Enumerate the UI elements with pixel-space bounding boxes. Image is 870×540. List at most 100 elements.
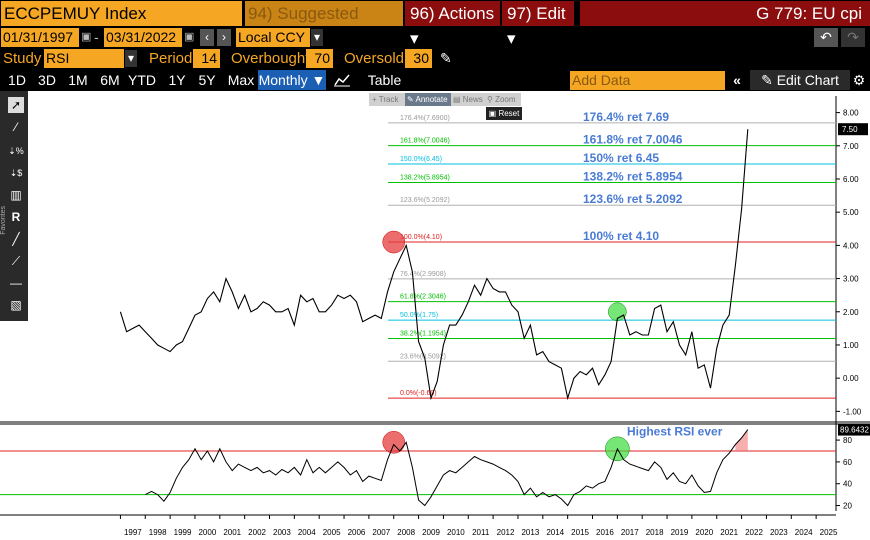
calendar-icon[interactable]: ▣	[81, 31, 92, 43]
range-tab-6m[interactable]: 6M	[100, 72, 120, 88]
period-label: Period	[149, 50, 193, 67]
x-tick-label: 2001	[223, 528, 241, 537]
news-label: News	[462, 95, 483, 104]
y-tick-label: 0.00	[843, 374, 859, 383]
ray-icon[interactable]: ⟋	[11, 254, 21, 268]
range-tab-1y[interactable]: 1Y	[168, 72, 186, 88]
y-tick-label: 7.00	[843, 142, 859, 151]
collapse-icon[interactable]: «	[733, 72, 741, 88]
news-button[interactable]: ▤ News	[453, 95, 483, 104]
y-tick-label: 5.00	[843, 208, 859, 217]
y-tick-label: 2.00	[843, 308, 859, 317]
y-tick-label: 8.00	[843, 109, 859, 118]
date-to-field[interactable]: 03/31/2022	[104, 28, 182, 47]
rsi-y-tick-label: 80	[843, 436, 852, 445]
x-tick-label: 1999	[174, 528, 192, 537]
fib-level-label: 123.6%(5.2092)	[400, 197, 450, 204]
x-tick-label: 2006	[348, 528, 366, 537]
annotate-button[interactable]: ✎ Annotate	[405, 93, 451, 106]
rsi-y-tick-label: 40	[843, 480, 852, 489]
last-value-label: 7.50	[842, 125, 858, 134]
gear-icon[interactable]: ⚙	[852, 72, 866, 88]
horizontal-line-icon[interactable]: —	[10, 276, 22, 290]
study-field[interactable]: RSI	[44, 49, 124, 68]
date-from-field[interactable]: 01/31/1997	[1, 28, 79, 47]
retracement-annotation: 150% ret 6.45	[583, 151, 659, 165]
x-tick-label: 2008	[397, 528, 415, 537]
redo-icon[interactable]: ↷	[841, 28, 865, 47]
chart-svg: 176.4%(7.6900) 161.8%(7.0046) 150.0%(6.45)…	[0, 96, 870, 537]
draw-line-icon[interactable]: ⁄	[14, 120, 17, 134]
edit-menu[interactable]: 97) Edit ▾	[502, 1, 574, 48]
next-arrow-icon[interactable]: ›	[217, 29, 231, 46]
zoom-button[interactable]: ⚲ Zoom	[487, 95, 516, 104]
pencil-icon: ✎	[761, 72, 777, 88]
mini-toolbar: + Track ✎ Annotate ▤ News ⚲ Zoom	[369, 93, 521, 106]
range-tab-ytd[interactable]: YTD	[128, 72, 156, 88]
x-tick-label: 2010	[447, 528, 465, 537]
ticker-field[interactable]: ECCPEMUY Index	[1, 1, 242, 26]
x-tick-label: 2023	[770, 528, 788, 537]
fibonacci-icon[interactable]: ▥	[10, 188, 22, 202]
range-tab-1d[interactable]: 1D	[8, 72, 26, 88]
rsi-last-value-box	[838, 423, 870, 436]
fib-level-label: 23.6%(0.5092)	[400, 353, 446, 360]
line-chart-icon[interactable]	[332, 70, 352, 90]
retracement-annotation: 176.4% ret 7.69	[583, 110, 669, 124]
cpi-series-line	[119, 129, 749, 401]
dollar-tool-icon[interactable]: ⇣$	[9, 168, 23, 178]
chevron-down-icon[interactable]: ▾	[125, 50, 137, 67]
y-tick-label: -1.00	[843, 407, 862, 416]
currency-select[interactable]: Local CCY	[236, 28, 310, 47]
favorites-label[interactable]: Favorites	[0, 206, 7, 235]
add-data-input[interactable]: Add Data	[570, 71, 725, 90]
chevron-down-icon[interactable]: ▾	[311, 29, 323, 46]
trend-line-icon[interactable]: ╱	[12, 232, 20, 246]
suggested-charts-menu[interactable]: 94) Suggested Charts	[245, 1, 403, 48]
channel-icon[interactable]: ▧	[10, 298, 22, 312]
edit-chart-button[interactable]: ✎ Edit Chart	[750, 70, 850, 90]
rsi-y-tick-label: 60	[843, 458, 852, 467]
pencil-icon[interactable]: ✎	[440, 50, 452, 66]
study-label: Study	[3, 50, 42, 67]
reset-label: Reset	[498, 109, 520, 118]
zoom-label: Zoom	[495, 95, 516, 104]
percent-tool-icon[interactable]: ⇣%	[8, 146, 24, 156]
x-tick-label: 2019	[671, 528, 689, 537]
fib-level-label: 38.2%(1.1954)	[400, 330, 446, 337]
frequency-select[interactable]: Monthly ▼	[258, 70, 326, 90]
track-label: Track	[378, 95, 399, 104]
reset-button[interactable]: ▣ Reset	[486, 107, 522, 120]
range-tab-3d[interactable]: 3D	[38, 72, 56, 88]
x-tick-label: 2020	[695, 528, 713, 537]
range-tab-1m[interactable]: 1M	[68, 72, 88, 88]
x-tick-label: 2007	[372, 528, 390, 537]
overbought-label: Overbought	[231, 50, 310, 67]
y-tick-label: 6.00	[843, 175, 859, 184]
fib-level-label: 176.4%(7.6900)	[400, 115, 450, 122]
fib-level-label: 0.0%(-0.60)	[400, 390, 437, 397]
cursor-icon[interactable]: ➚	[8, 97, 24, 113]
undo-icon[interactable]: ↶	[814, 28, 838, 47]
x-tick-label: 2005	[323, 528, 341, 537]
x-tick-label: 2009	[422, 528, 440, 537]
fib-level-label: 161.8%(7.0046)	[400, 138, 450, 145]
track-button[interactable]: + Track	[372, 95, 399, 104]
retracement-icon[interactable]: R	[11, 210, 21, 224]
range-tab-max[interactable]: Max	[227, 72, 255, 88]
table-button[interactable]: Table	[367, 72, 402, 88]
actions-menu[interactable]: 96) Actions ▾	[405, 1, 500, 48]
calendar-icon[interactable]: ▣	[184, 31, 195, 43]
period-field[interactable]: 14	[193, 49, 220, 68]
x-tick-label: 2012	[497, 528, 515, 537]
y-tick-label: 4.00	[843, 241, 859, 250]
overbought-field[interactable]: 70	[306, 49, 333, 68]
chart-area	[0, 91, 870, 540]
x-tick-label: 1997	[124, 528, 142, 537]
prev-arrow-icon[interactable]: ‹	[200, 29, 214, 46]
range-tab-5y[interactable]: 5Y	[198, 72, 216, 88]
retracement-annotation: 100% ret 4.10	[583, 229, 659, 243]
x-tick-label: 2021	[720, 528, 738, 537]
oversold-field[interactable]: 30	[405, 49, 432, 68]
x-tick-label: 2003	[273, 528, 291, 537]
